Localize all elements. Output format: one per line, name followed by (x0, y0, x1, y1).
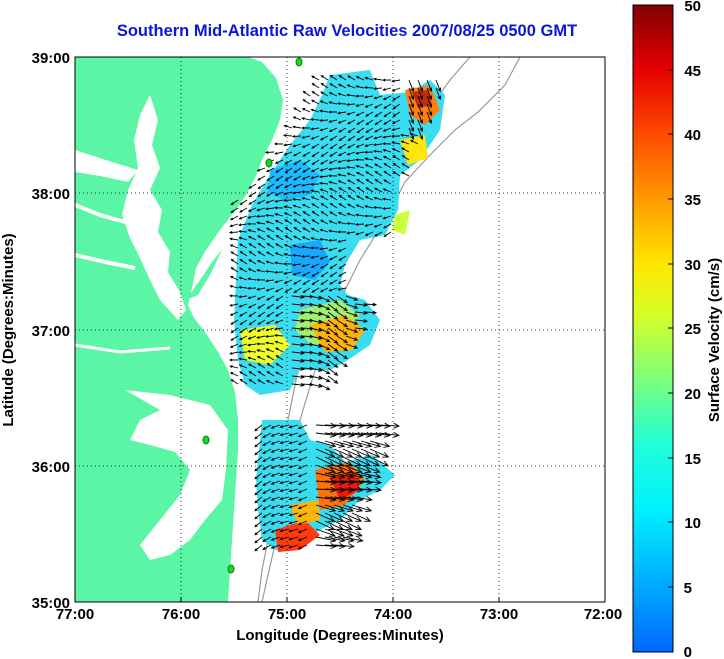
velocity-vectors (228, 74, 442, 552)
x-tick-label: 76:00 (162, 606, 200, 623)
x-axis-label: Longitude (Degrees:Minutes) (236, 627, 444, 644)
colorbar-tick-label: 45 (684, 63, 701, 80)
y-tick-label: 37:00 (32, 323, 70, 340)
x-tick-label: 74:00 (374, 606, 412, 623)
colorbar-tick-label: 0 (684, 644, 692, 659)
radar-stations (202, 57, 303, 574)
colorbar-tick-label: 5 (684, 580, 692, 597)
x-tick-labels: 77:00 76:00 75:00 74:00 73:00 72:00 (56, 606, 622, 623)
y-axis-label: Latitude (Degrees:Minutes) (0, 233, 17, 426)
grid-lines (75, 57, 605, 602)
colorbar-tick-label: 10 (684, 515, 701, 532)
map-title: Southern Mid-Atlantic Raw Velocities 200… (116, 22, 578, 40)
bay-water (122, 95, 186, 320)
delmarva-tip (186, 250, 222, 300)
colorbar (632, 4, 674, 653)
colorbar-tick-label: 15 (684, 451, 701, 468)
colorbar-tick-label: 40 (684, 127, 701, 144)
colorbar-label: Surface Velocity (cm/s) (706, 258, 723, 422)
x-tick-marks (74, 597, 606, 602)
x-tick-label: 72:00 (584, 606, 622, 623)
x-tick-label: 75:00 (268, 606, 306, 623)
plot-frame (74, 56, 606, 603)
colorbar-tick-label: 25 (684, 321, 701, 338)
x-tick-label: 73:00 (480, 606, 518, 623)
colorbar-tick-marks (668, 4, 673, 588)
y-tick-labels: 39:00 38:00 37:00 36:00 35:00 (32, 50, 70, 612)
colorbar-tick-label: 35 (684, 192, 701, 209)
river-1 (75, 203, 126, 224)
colorbar-tick-label: 30 (684, 257, 701, 274)
river-2 (75, 253, 136, 270)
river-3 (75, 343, 171, 354)
y-tick-label: 38:00 (32, 186, 70, 203)
colorbar-tick-label: 20 (684, 386, 701, 403)
sound-water (125, 390, 228, 560)
x-tick-label: 77:00 (56, 606, 94, 623)
colorbar-tick-labels: 50 45 40 35 30 25 20 15 10 5 0 (684, 0, 701, 659)
bay-inlet (75, 150, 138, 182)
y-tick-label: 39:00 (32, 50, 70, 67)
y-tick-label: 36:00 (32, 459, 70, 476)
y-tick-label: 35:00 (32, 595, 70, 612)
colorbar-tick-label: 50 (684, 0, 701, 15)
